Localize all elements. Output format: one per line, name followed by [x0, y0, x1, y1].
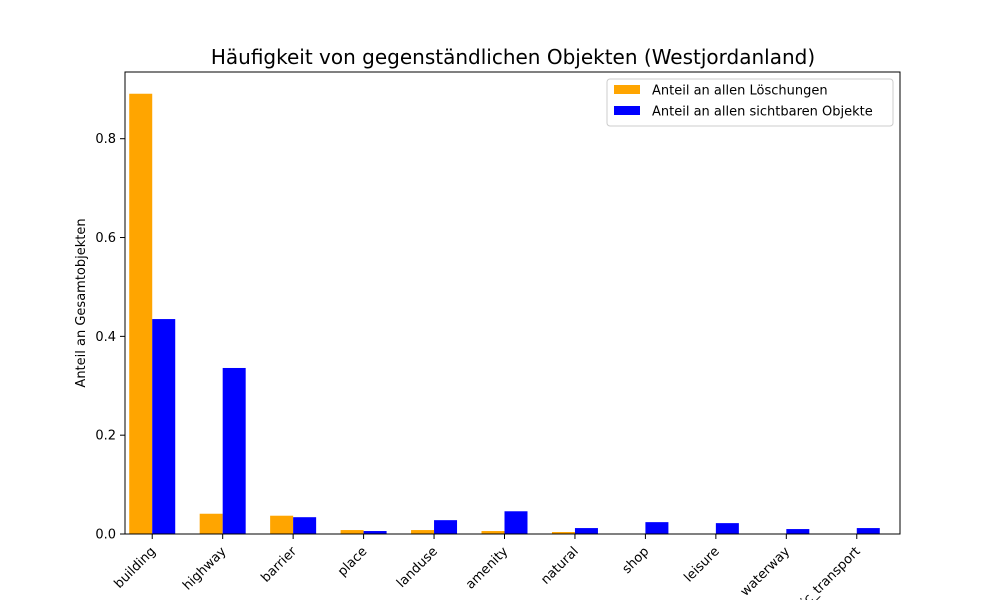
chart-title: Häufigkeit von gegenständlichen Objekten… [211, 45, 815, 69]
y-tick-label: 0.0 [95, 528, 116, 543]
x-tick-label: shop [620, 544, 653, 577]
y-axis: 0.0 0.2 0.4 0.6 0.8 [95, 132, 125, 543]
bar-highway-series-1 [222, 367, 246, 534]
y-axis-label: Anteil an Gesamtobjekten [74, 218, 89, 387]
legend-swatch [614, 106, 640, 115]
y-tick-label: 0.8 [95, 132, 116, 147]
bar-natural-series-0 [551, 532, 575, 534]
bar-barrier-series-0 [270, 515, 294, 534]
bar-barrier-series-1 [293, 517, 317, 534]
x-tick-label: leisure [681, 544, 722, 585]
bars-group [129, 93, 880, 534]
x-axis: building highway barrier place landuse amenit… [112, 534, 864, 600]
x-tick-label: amenity [463, 544, 511, 592]
bar-amenity-series-0 [481, 531, 505, 534]
legend-label: Anteil an allen sichtbaren Objekte [652, 105, 873, 120]
legend-swatch [614, 85, 640, 94]
bar-natural-series-1 [574, 528, 598, 534]
bar-amenity-series-1 [504, 511, 528, 534]
legend-box [606, 78, 894, 127]
x-tick-label: waterway [738, 544, 794, 600]
x-tick-label: public_transport [778, 544, 863, 600]
x-tick-label: highway [180, 544, 229, 593]
plot-frame [124, 71, 901, 535]
bar-highway-series-0 [199, 513, 223, 534]
legend: Anteil an allen Löschungen Anteil an alle… [606, 78, 894, 127]
y-tick-label: 0.2 [95, 429, 116, 444]
bar-building-series-0 [129, 93, 153, 534]
bar-building-series-1 [152, 319, 176, 534]
legend-label: Anteil an allen Löschungen [652, 84, 828, 99]
y-tick-label: 0.6 [95, 231, 116, 246]
x-tick-label: natural [538, 544, 581, 587]
bar-landuse-series-1 [434, 520, 458, 534]
bar-place-series-0 [340, 530, 364, 534]
x-tick-label: building [112, 544, 159, 591]
bar-waterway-series-1 [786, 529, 810, 534]
bar-landuse-series-0 [411, 530, 435, 534]
bar-public_transport-series-1 [856, 528, 880, 534]
y-tick-label: 0.4 [95, 330, 116, 345]
x-tick-label: place [335, 544, 370, 579]
bar-place-series-1 [363, 531, 387, 534]
x-tick-label: barrier [258, 544, 300, 586]
bar-leisure-series-1 [715, 523, 739, 534]
x-tick-label: landuse [394, 544, 441, 591]
bar-shop-series-1 [645, 522, 669, 534]
